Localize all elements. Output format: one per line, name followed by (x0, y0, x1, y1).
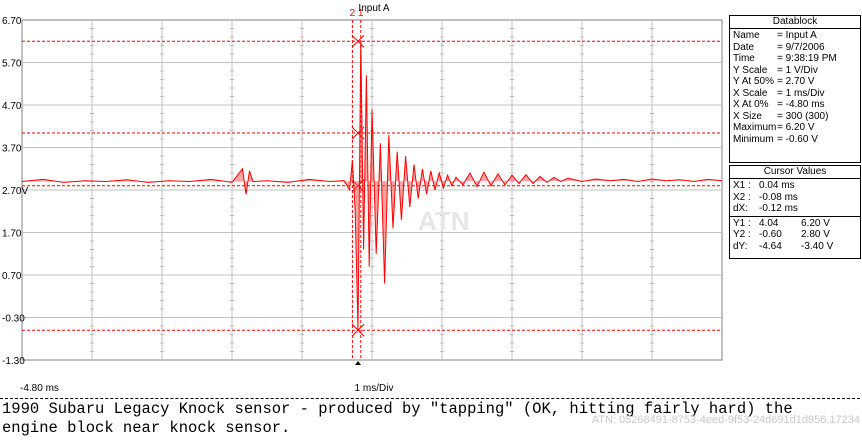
cursor-value-a: 4.04 (759, 217, 779, 229)
datablock-value: = Input A (777, 30, 817, 41)
datablock-value: = 6.20 V (777, 122, 815, 133)
datablock-value: = 2.70 V (777, 76, 815, 87)
datablock-value: = 9:38:19 PM (777, 53, 837, 64)
plot-grid (21, 19, 723, 361)
cursor-value: -0.08 ms (759, 191, 798, 203)
cursor-y-row: dY: -4.64 -3.40 V (733, 241, 857, 253)
cursor-key: X1 : (733, 180, 751, 191)
datablock-key: X Size (733, 110, 762, 122)
datablock-key: X Scale (733, 87, 768, 99)
cursor-value-b: -3.40 V (801, 240, 834, 252)
cursor-value-b: 6.20 V (801, 217, 830, 229)
datablock-panel: Datablock Name = Input A Date = 9/7/2006 Tim… (729, 15, 861, 163)
datablock-key: Time (733, 53, 755, 64)
y-tick-label: 3.70 (2, 144, 22, 155)
y-tick-label: 5.70 (2, 59, 22, 70)
oscilloscope-plot: 6.705.704.703.702.70V1.700.70-0.30-1.30 … (2, 3, 723, 394)
datablock-value: = -4.80 ms (777, 99, 825, 110)
datablock-rows: Name = Input A Date = 9/7/2006 Time = 9:38:19… (730, 29, 860, 146)
x-axis-label: 1 ms/Div (355, 383, 394, 394)
cursor-label: 2 (350, 8, 356, 19)
datablock-key: Name (733, 30, 760, 41)
cursor-key: dY: (733, 240, 748, 252)
cursor-key: Y2 : (733, 229, 751, 240)
cursor-value: 0.04 ms (759, 180, 795, 191)
y-tick-label: 2.70V (2, 186, 28, 197)
datablock-row: Maximum = 6.20 V (733, 122, 857, 134)
datablock-row: Time = 9:38:19 PM (733, 53, 857, 65)
datablock-key: Y Scale (733, 64, 768, 76)
datablock-title: Datablock (730, 16, 860, 29)
caption-divider (0, 398, 860, 399)
datablock-row: Y Scale = 1 V/Div (733, 65, 857, 77)
trigger-marker (355, 361, 361, 365)
cursor-x-row: X1 : 0.04 ms (733, 180, 857, 192)
cursor-key: Y1 : (733, 217, 751, 229)
cursor-value-a: -0.60 (759, 229, 782, 240)
cursor-value: -0.12 ms (759, 203, 798, 214)
datablock-key: Y At 50% (733, 76, 774, 87)
logo-watermark: ATN (418, 206, 470, 236)
datablock-key: Minimum (733, 133, 774, 145)
watermark-text: ATN: 05268491-8753-4eed-9f53-24d691d1d95… (591, 414, 860, 426)
y-tick-label: 4.70 (2, 101, 22, 112)
datablock-value: = 9/7/2006 (777, 41, 825, 53)
datablock-row: X At 0% = -4.80 ms (733, 99, 857, 111)
datablock-key: X At 0% (733, 99, 769, 110)
datablock-key: Maximum (733, 122, 777, 133)
cursor-y-values: Y1 : 4.04 6.20 V Y2 : -0.60 2.80 V dY: -4.64 -3.… (730, 217, 860, 254)
y-tick-label: -1.30 (2, 356, 25, 367)
datablock-key: Date (733, 41, 755, 53)
cursor-label: 1 (358, 8, 364, 19)
cursor-crosshair (351, 34, 365, 48)
datablock-row: Name = Input A (733, 30, 857, 42)
cursor-values-title: Cursor Values (730, 166, 860, 179)
cursor-x-row: dX: -0.12 ms (733, 203, 857, 215)
datablock-row: Date = 9/7/2006 (733, 42, 857, 54)
datablock-row: X Size = 300 (300) (733, 111, 857, 123)
datablock-row: Y At 50% = 2.70 V (733, 76, 857, 88)
datablock-value: = 1 V/Div (777, 64, 818, 76)
caption-text: 1990 Subaru Legacy Knock sensor - produc… (2, 400, 793, 437)
cursor-value-a: -4.64 (759, 240, 782, 252)
datablock-value: = 300 (300) (777, 110, 829, 122)
cursor-y-row: Y1 : 4.04 6.20 V (733, 218, 857, 230)
cursor-key: X2 : (733, 191, 751, 203)
y-tick-label: 6.70 (2, 16, 22, 27)
x-start-label: -4.80 ms (20, 383, 59, 394)
y-tick-label: 0.70 (2, 271, 22, 282)
cursor-x-values: X1 : 0.04 ms X2 : -0.08 ms dX: -0.12 ms (730, 179, 860, 217)
cursor-value-b: 2.80 V (801, 229, 830, 240)
datablock-value: = 1 ms/Div (777, 87, 825, 99)
datablock-value: = -0.60 V (777, 133, 818, 145)
cursor-y-row: Y2 : -0.60 2.80 V (733, 229, 857, 241)
signal-trace (21, 41, 723, 331)
y-tick-label: -0.30 (2, 314, 25, 325)
cursor-key: dX: (733, 203, 749, 214)
y-axis-labels: 6.70 5.70 4.70 3.70 2.70V 1.70 0.70 -0.30 -1.30 (2, 16, 28, 367)
cursor-x-row: X2 : -0.08 ms (733, 192, 857, 204)
datablock-row: X Scale = 1 ms/Div (733, 88, 857, 100)
chart-title: Input A (358, 3, 389, 14)
cursor-values-panel: Cursor Values X1 :0.04 ms X2 : -0.08 ms dX:… (729, 165, 861, 259)
y-tick-label: 1.70 (2, 229, 22, 240)
datablock-row: Minimum = -0.60 V (733, 134, 857, 146)
